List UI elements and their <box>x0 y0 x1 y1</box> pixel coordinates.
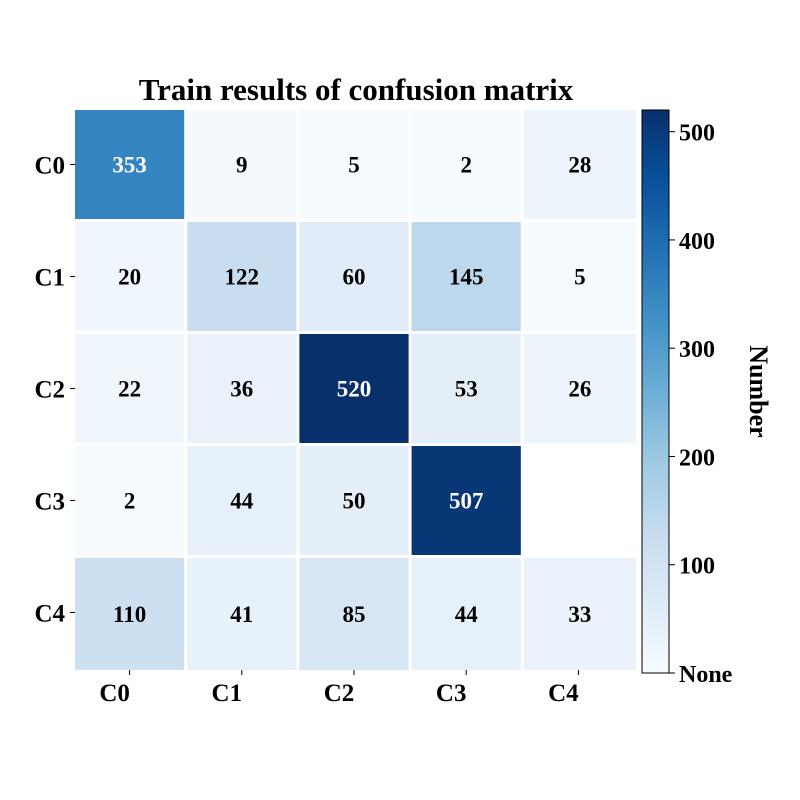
row-tick-label: C1 <box>34 265 65 292</box>
cell-value-label: 145 <box>449 265 484 290</box>
heatmap-cell-r4-c2 <box>299 558 409 670</box>
cell-value-label: 44 <box>230 489 254 514</box>
row-tick-label: C2 <box>34 377 65 404</box>
cell-value-label: 33 <box>568 602 591 627</box>
colorbar-tick-label: 500 <box>679 121 715 147</box>
heatmap-cell-r4-c4 <box>523 558 636 670</box>
colorbar-tick-label: 200 <box>679 445 715 471</box>
cell-value-label: 110 <box>113 602 146 627</box>
row-tick-labels: C0 C1 C2 C3 C4 <box>34 153 75 628</box>
cell-value-label: 85 <box>343 602 366 627</box>
heatmap-cell-r3-c2 <box>299 446 409 555</box>
heatmap-cell-r3-c1 <box>187 446 297 555</box>
row-tick-label: C4 <box>34 601 65 628</box>
cell-value-label: 36 <box>230 377 253 402</box>
cell-value-label: 353 <box>112 153 147 178</box>
cell-value-label: 28 <box>568 153 591 178</box>
cell-value-label: 53 <box>455 377 478 402</box>
heatmap-cell-r3-c4 <box>523 446 636 555</box>
heatmap-cell-r3-c3 <box>411 446 521 555</box>
cell-value-label: 9 <box>236 153 248 178</box>
cell-value-label: 22 <box>118 377 141 402</box>
cell-value-label: 20 <box>118 265 141 290</box>
cell-value-label: 122 <box>225 265 260 290</box>
heatmap-cell-r2-c0 <box>75 334 185 443</box>
cell-value-label: 2 <box>124 489 136 514</box>
column-tick-label: C0 <box>99 680 130 707</box>
heatmap-cell-r0-c2 <box>299 110 409 219</box>
heatmap-cell-r0-c3 <box>411 110 521 219</box>
colorbar-tick-label: 400 <box>679 229 715 255</box>
cell-value-label: 2 <box>460 153 472 178</box>
cell-value-label: 5 <box>574 265 586 290</box>
heatmap-cell-r1-c4 <box>523 222 636 331</box>
cell-value-labels: 353 9 5 2 28 20 122 60 145 5 22 36 520 53 26 2 44 50 507 11… <box>112 153 591 628</box>
heatmap-cell-r2-c2 <box>299 334 409 443</box>
heatmap-cell-r0-c1 <box>187 110 297 219</box>
colorbar-tick-label: 300 <box>679 337 715 363</box>
column-tick-label: C4 <box>548 680 579 707</box>
colorbar-gradient <box>641 109 670 674</box>
cell-value-label: 44 <box>455 602 479 627</box>
cell-value-label: 50 <box>343 489 366 514</box>
cell-value-label: 507 <box>449 489 484 514</box>
colorbar-tick-label: None <box>679 662 733 688</box>
column-tick-label: C1 <box>212 680 243 707</box>
heatmap-cells <box>75 110 636 670</box>
colorbar-tick-label: 100 <box>679 554 715 580</box>
column-tick-label: C2 <box>324 680 355 707</box>
row-tick-label: C3 <box>34 489 65 516</box>
heatmap-cell-r4-c0 <box>75 558 185 670</box>
heatmap-cell-r2-c4 <box>523 334 636 443</box>
cell-value-label: 26 <box>568 377 591 402</box>
heatmap-cell-r1-c3 <box>411 222 521 331</box>
column-tick-label: C3 <box>436 680 467 707</box>
heatmap-cell-r2-c1 <box>187 334 297 443</box>
cell-value-label: 5 <box>348 153 360 178</box>
heatmap-cell-r3-c0 <box>75 446 185 555</box>
colorbar: None 100 200 300 400 500 Number <box>641 109 773 688</box>
colorbar-label: Number <box>744 345 773 437</box>
heatmap-cell-r0-c4 <box>523 110 636 219</box>
column-tick-labels: C0 C1 C2 C3 C4 <box>99 670 579 707</box>
heatmap-cell-r4-c3 <box>411 558 521 670</box>
heatmap-cell-r1-c0 <box>75 222 185 331</box>
heatmap-cell-r1-c2 <box>299 222 409 331</box>
row-tick-label: C0 <box>34 153 65 180</box>
heatmap-cell-r2-c3 <box>411 334 521 443</box>
cell-value-label: 41 <box>230 602 253 627</box>
heatmap-cell-r1-c1 <box>187 222 297 331</box>
heatmap-cell-r4-c1 <box>187 558 297 670</box>
cell-value-label: 60 <box>343 265 366 290</box>
cell-value-label: 520 <box>337 377 372 402</box>
chart-title: Train results of confusion matrix <box>139 72 574 107</box>
heatmap-cell-r0-c0 <box>75 110 185 219</box>
